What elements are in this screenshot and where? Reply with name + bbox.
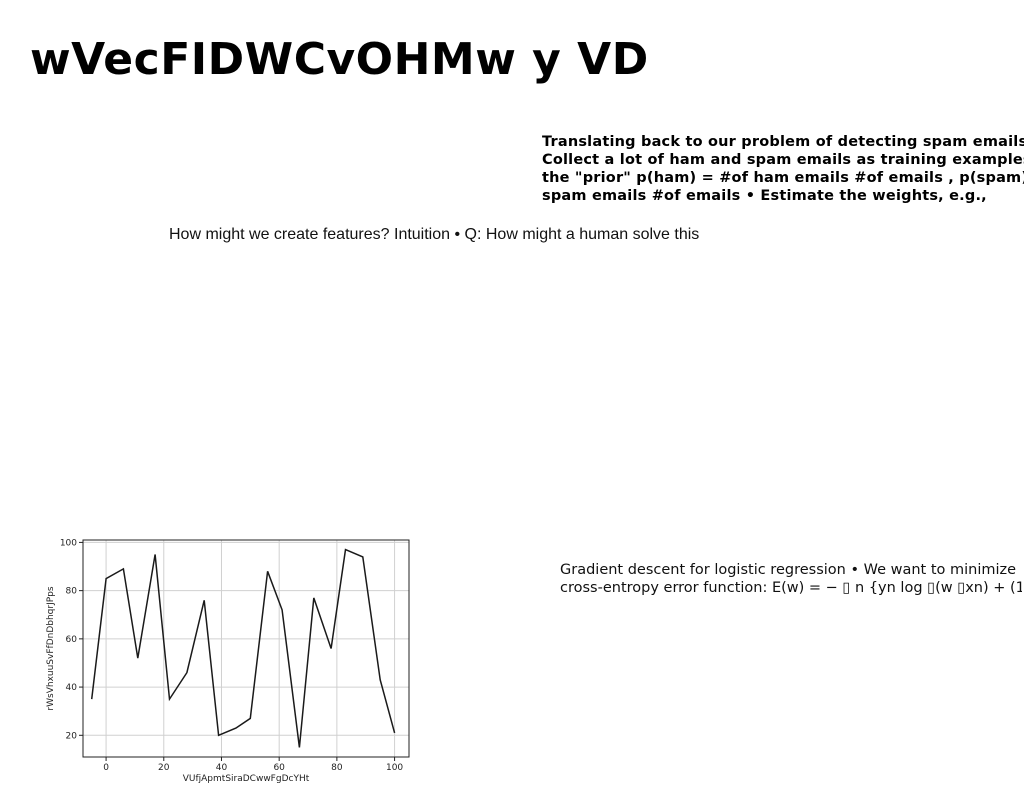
page-title: wVecFIDWCvOHMw y VD [30,34,649,85]
paragraph-line: spam emails #of emails • Estimate the we… [542,188,987,204]
series-line [90,548,396,748]
x-tick-label: 40 [216,763,228,773]
y-tick-label: 40 [66,683,78,693]
paragraph-line: Collect a lot of ham and spam emails as … [542,152,1024,168]
grid-layer [83,540,409,757]
x-tick-label: 60 [273,763,285,773]
features-intuition-text: How might we create features? Intuition … [169,226,700,243]
paragraph-line: Gradient descent for logistic regression… [560,562,1017,578]
y-tick-label: 100 [60,538,77,548]
line-chart: 0 20 40 60 80 100 20 40 60 80 100 VUfjApmtSiraDCww… [40,530,420,785]
y-tick-label: 60 [66,635,78,645]
spam-detection-paragraph: Translating back to our problem of detec… [542,133,1024,209]
x-axis-label: VUfjApmtSiraDCwwFgDcYHt [183,774,310,784]
paragraph-line: the "prior" p(ham) = #of ham emails #of … [542,170,1024,186]
y-tick-label: 20 [66,731,78,741]
x-tick-label: 0 [103,763,109,773]
paragraph-line: cross-entropy error function: E(w) = − ▯… [560,580,1022,596]
plot-frame [82,539,410,758]
paragraph-line: Translating back to our problem of detec… [542,134,1024,150]
y-tick-label: 80 [66,587,78,597]
line-chart-svg: 0 20 40 60 80 100 20 40 60 80 100 VUfjApmtSiraDCww… [46,538,410,784]
ticks-layer: 0 20 40 60 80 100 20 40 60 80 100 [60,538,404,773]
x-tick-label: 20 [158,763,170,773]
x-tick-label: 80 [331,763,343,773]
gradient-descent-paragraph: Gradient descent for logistic regression… [560,561,1022,597]
x-tick-label: 100 [386,763,403,773]
y-axis-label: rWsVhxuuSvFfDnDbhqrJPps [46,586,56,710]
